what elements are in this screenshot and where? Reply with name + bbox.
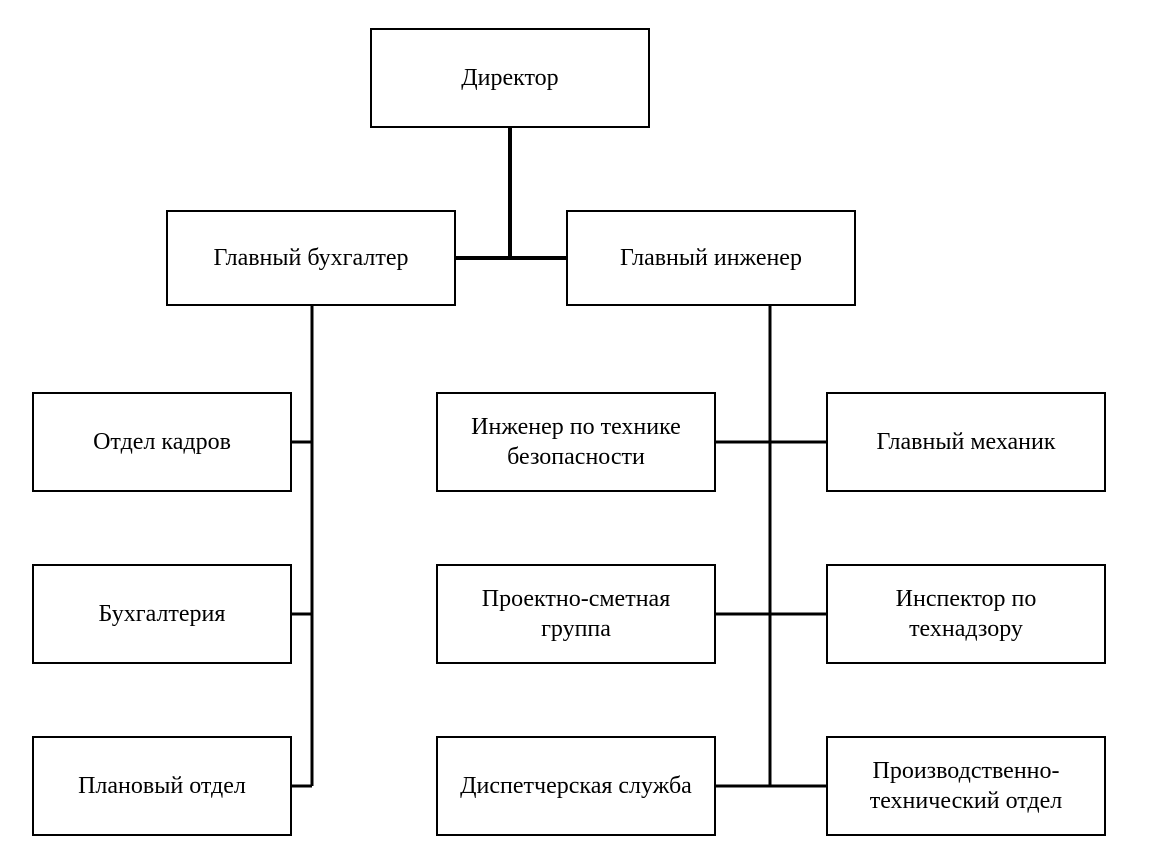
node-planning: Плановый отдел: [32, 736, 292, 836]
node-engineer: Главный инженер: [566, 210, 856, 306]
node-mechanic: Главный механик: [826, 392, 1106, 492]
node-prodtech: Производственно-технический отдел: [826, 736, 1106, 836]
node-bookkeeping: Бухгалтерия: [32, 564, 292, 664]
node-label: Плановый отдел: [78, 771, 246, 801]
node-label: Диспетчерская служба: [460, 771, 692, 801]
node-label: Проектно-сметная группа: [446, 584, 706, 644]
node-label: Инженер по технике безопасности: [446, 412, 706, 472]
node-director: Директор: [370, 28, 650, 128]
node-label: Инспектор по технадзору: [836, 584, 1096, 644]
node-hr: Отдел кадров: [32, 392, 292, 492]
node-label: Главный механик: [876, 427, 1055, 457]
node-inspector: Инспектор по технадзору: [826, 564, 1106, 664]
node-label: Главный бухгалтер: [214, 243, 409, 273]
node-design: Проектно-сметная группа: [436, 564, 716, 664]
node-accountant: Главный бухгалтер: [166, 210, 456, 306]
node-dispatch: Диспетчерская служба: [436, 736, 716, 836]
node-label: Производственно-технический отдел: [836, 756, 1096, 816]
node-label: Директор: [461, 63, 558, 93]
node-safety: Инженер по технике безопасности: [436, 392, 716, 492]
node-label: Бухгалтерия: [99, 599, 226, 629]
org-chart: Директор Главный бухгалтер Главный инженер…: [0, 0, 1150, 864]
node-label: Главный инженер: [620, 243, 802, 273]
node-label: Отдел кадров: [93, 427, 231, 457]
